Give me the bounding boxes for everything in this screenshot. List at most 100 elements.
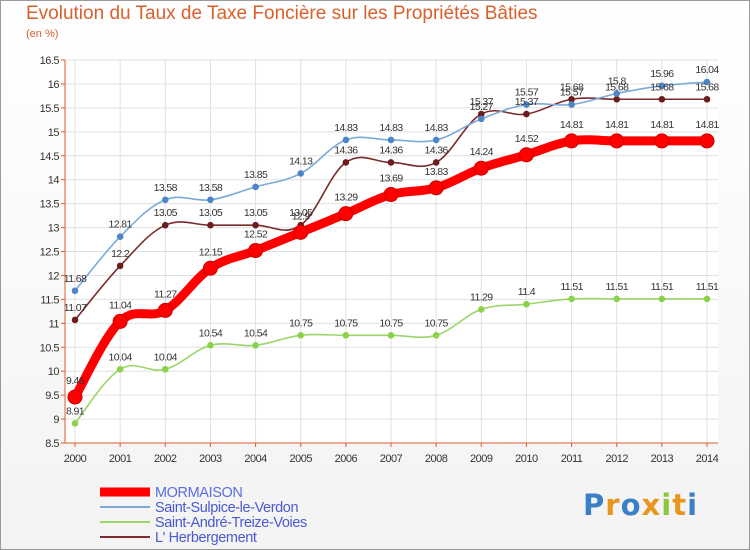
y-tick-label: 10 [48, 366, 60, 378]
data-label-mormaison: 13.83 [425, 166, 449, 178]
data-point-mormaison [609, 133, 625, 149]
y-tick-label: 16.5 [40, 55, 60, 67]
data-point-l-herbergement [342, 159, 350, 166]
x-tick-label: 2003 [199, 453, 222, 465]
data-point-saint-andr-treize-voies [568, 295, 575, 303]
data-point-l-herbergement [432, 159, 440, 166]
data-point-mormaison [428, 180, 444, 196]
data-point-l-herbergement [613, 95, 621, 103]
data-label-saint-andr-treize-voies: 11.51 [651, 281, 674, 293]
y-axis-unit-label: (en %) [26, 28, 59, 40]
axes-layer: 8.5 9 9.5 10 10.5 11 11.5 12 12.5 13 13.5 14 14.5 15 1… [40, 55, 720, 465]
y-tick-label: 13 [48, 223, 60, 235]
data-label-mormaison: 13.69 [379, 173, 403, 185]
x-tick-label: 2014 [696, 453, 719, 465]
y-tick-label: 8.5 [45, 438, 59, 450]
data-point-saint-sulpice-le-verdon [387, 136, 395, 144]
logo-letter: i [661, 488, 673, 522]
data-label-l-herbergement: 15.68 [605, 81, 629, 93]
legend: MORMAISONSaint-Sulpice-le-VerdonSaint-An… [100, 485, 307, 546]
data-label-saint-andr-treize-voies: 11.51 [560, 281, 583, 293]
data-point-l-herbergement [523, 110, 530, 118]
data-label-l-herbergement: 13.05 [244, 207, 268, 219]
data-point-l-herbergement [207, 221, 214, 229]
data-label-saint-sulpice-le-verdon: 13.58 [154, 182, 178, 194]
data-point-saint-andr-treize-voies [658, 295, 666, 303]
data-label-mormaison: 14.81 [560, 119, 584, 131]
y-tick-label: 16 [48, 79, 60, 91]
data-label-saint-sulpice-le-verdon: 14.13 [289, 155, 313, 167]
data-point-mormaison [202, 260, 218, 276]
x-tick-label: 2011 [561, 453, 583, 465]
data-label-saint-sulpice-le-verdon: 15.57 [515, 87, 539, 99]
y-tick-label: 15 [48, 127, 60, 139]
data-label-saint-andr-treize-voies: 10.54 [199, 327, 223, 339]
data-point-mormaison [654, 133, 670, 149]
data-label-mormaison: 14.81 [650, 119, 674, 131]
data-point-saint-andr-treize-voies [161, 365, 169, 373]
data-point-saint-andr-treize-voies [252, 342, 259, 349]
data-point-l-herbergement [568, 95, 575, 103]
data-label-saint-sulpice-le-verdon: 11.68 [64, 273, 87, 285]
data-label-l-herbergement: 14.36 [425, 144, 449, 156]
logo-letter: P [583, 488, 606, 522]
logo-letter: x [641, 488, 662, 522]
x-tick-label: 2010 [515, 453, 538, 465]
y-tick-label: 13.5 [40, 199, 60, 211]
data-point-l-herbergement [161, 221, 169, 229]
data-point-saint-sulpice-le-verdon [568, 101, 575, 108]
data-point-mormaison [112, 313, 128, 329]
data-label-mormaison: 9.46 [66, 375, 85, 387]
data-point-mormaison [473, 160, 489, 176]
data-label-l-herbergement: 13.05 [199, 207, 223, 219]
data-point-saint-sulpice-le-verdon [523, 101, 530, 108]
y-tick-label: 12 [48, 270, 60, 282]
x-tick-label: 2005 [289, 453, 312, 465]
data-label-mormaison: 11.04 [109, 299, 132, 311]
data-label-saint-sulpice-le-verdon: 15.96 [650, 68, 674, 80]
data-label-saint-sulpice-le-verdon: 15.27 [470, 101, 494, 113]
data-label-mormaison: 14.81 [695, 119, 719, 131]
x-tick-label: 2009 [470, 453, 493, 465]
data-point-saint-andr-treize-voies [703, 295, 711, 303]
data-point-saint-andr-treize-voies [71, 420, 79, 427]
data-label-l-herbergement: 15.68 [695, 81, 719, 93]
data-label-saint-sulpice-le-verdon: 12.81 [109, 219, 133, 231]
logo-letter: o [620, 488, 642, 522]
data-label-saint-sulpice-le-verdon: 14.83 [425, 122, 449, 134]
chart-title: Evolution du Taux de Taxe Foncière sur l… [26, 3, 538, 24]
data-label-l-herbergement: 15.37 [515, 96, 539, 108]
data-point-mormaison [518, 147, 534, 163]
data-point-l-herbergement [387, 159, 395, 166]
data-label-saint-andr-treize-voies: 10.04 [154, 351, 178, 363]
data-label-saint-andr-treize-voies: 11.51 [696, 281, 719, 293]
data-point-l-herbergement [71, 316, 79, 324]
data-point-saint-andr-treize-voies [207, 342, 214, 349]
data-point-saint-sulpice-le-verdon [477, 115, 485, 123]
data-point-l-herbergement [703, 95, 711, 103]
data-point-saint-andr-treize-voies [297, 331, 305, 339]
data-label-mormaison: 14.81 [605, 119, 629, 131]
data-label-saint-andr-treize-voies: 10.75 [289, 317, 313, 329]
data-point-mormaison [699, 133, 715, 149]
data-point-saint-sulpice-le-verdon [297, 170, 305, 177]
data-point-saint-andr-treize-voies [477, 306, 485, 313]
data-label-saint-andr-treize-voies: 11.29 [470, 291, 493, 303]
data-label-mormaison: 12.52 [244, 229, 268, 241]
data-label-l-herbergement: 12.2 [111, 248, 130, 260]
data-label-saint-andr-treize-voies: 10.75 [379, 317, 403, 329]
data-point-saint-sulpice-le-verdon [342, 136, 350, 144]
grid-layer [65, 59, 718, 444]
data-label-saint-andr-treize-voies: 10.54 [244, 327, 268, 339]
data-point-mormaison [293, 224, 309, 240]
data-point-saint-andr-treize-voies [387, 331, 395, 339]
data-label-saint-sulpice-le-verdon: 16.04 [695, 64, 719, 76]
data-label-l-herbergement: 13.05 [154, 207, 178, 219]
data-point-saint-sulpice-le-verdon [252, 183, 259, 191]
data-label-saint-andr-treize-voies: 10.75 [425, 317, 449, 329]
data-label-saint-sulpice-le-verdon: 13.85 [244, 169, 268, 181]
legend-label-saint-sulpice-le-verdon: Saint-Sulpice-le-Verdon [155, 500, 298, 516]
x-tick-label: 2001 [109, 453, 132, 465]
data-label-l-herbergement: 11.07 [64, 302, 87, 314]
data-point-saint-sulpice-le-verdon [432, 136, 440, 144]
